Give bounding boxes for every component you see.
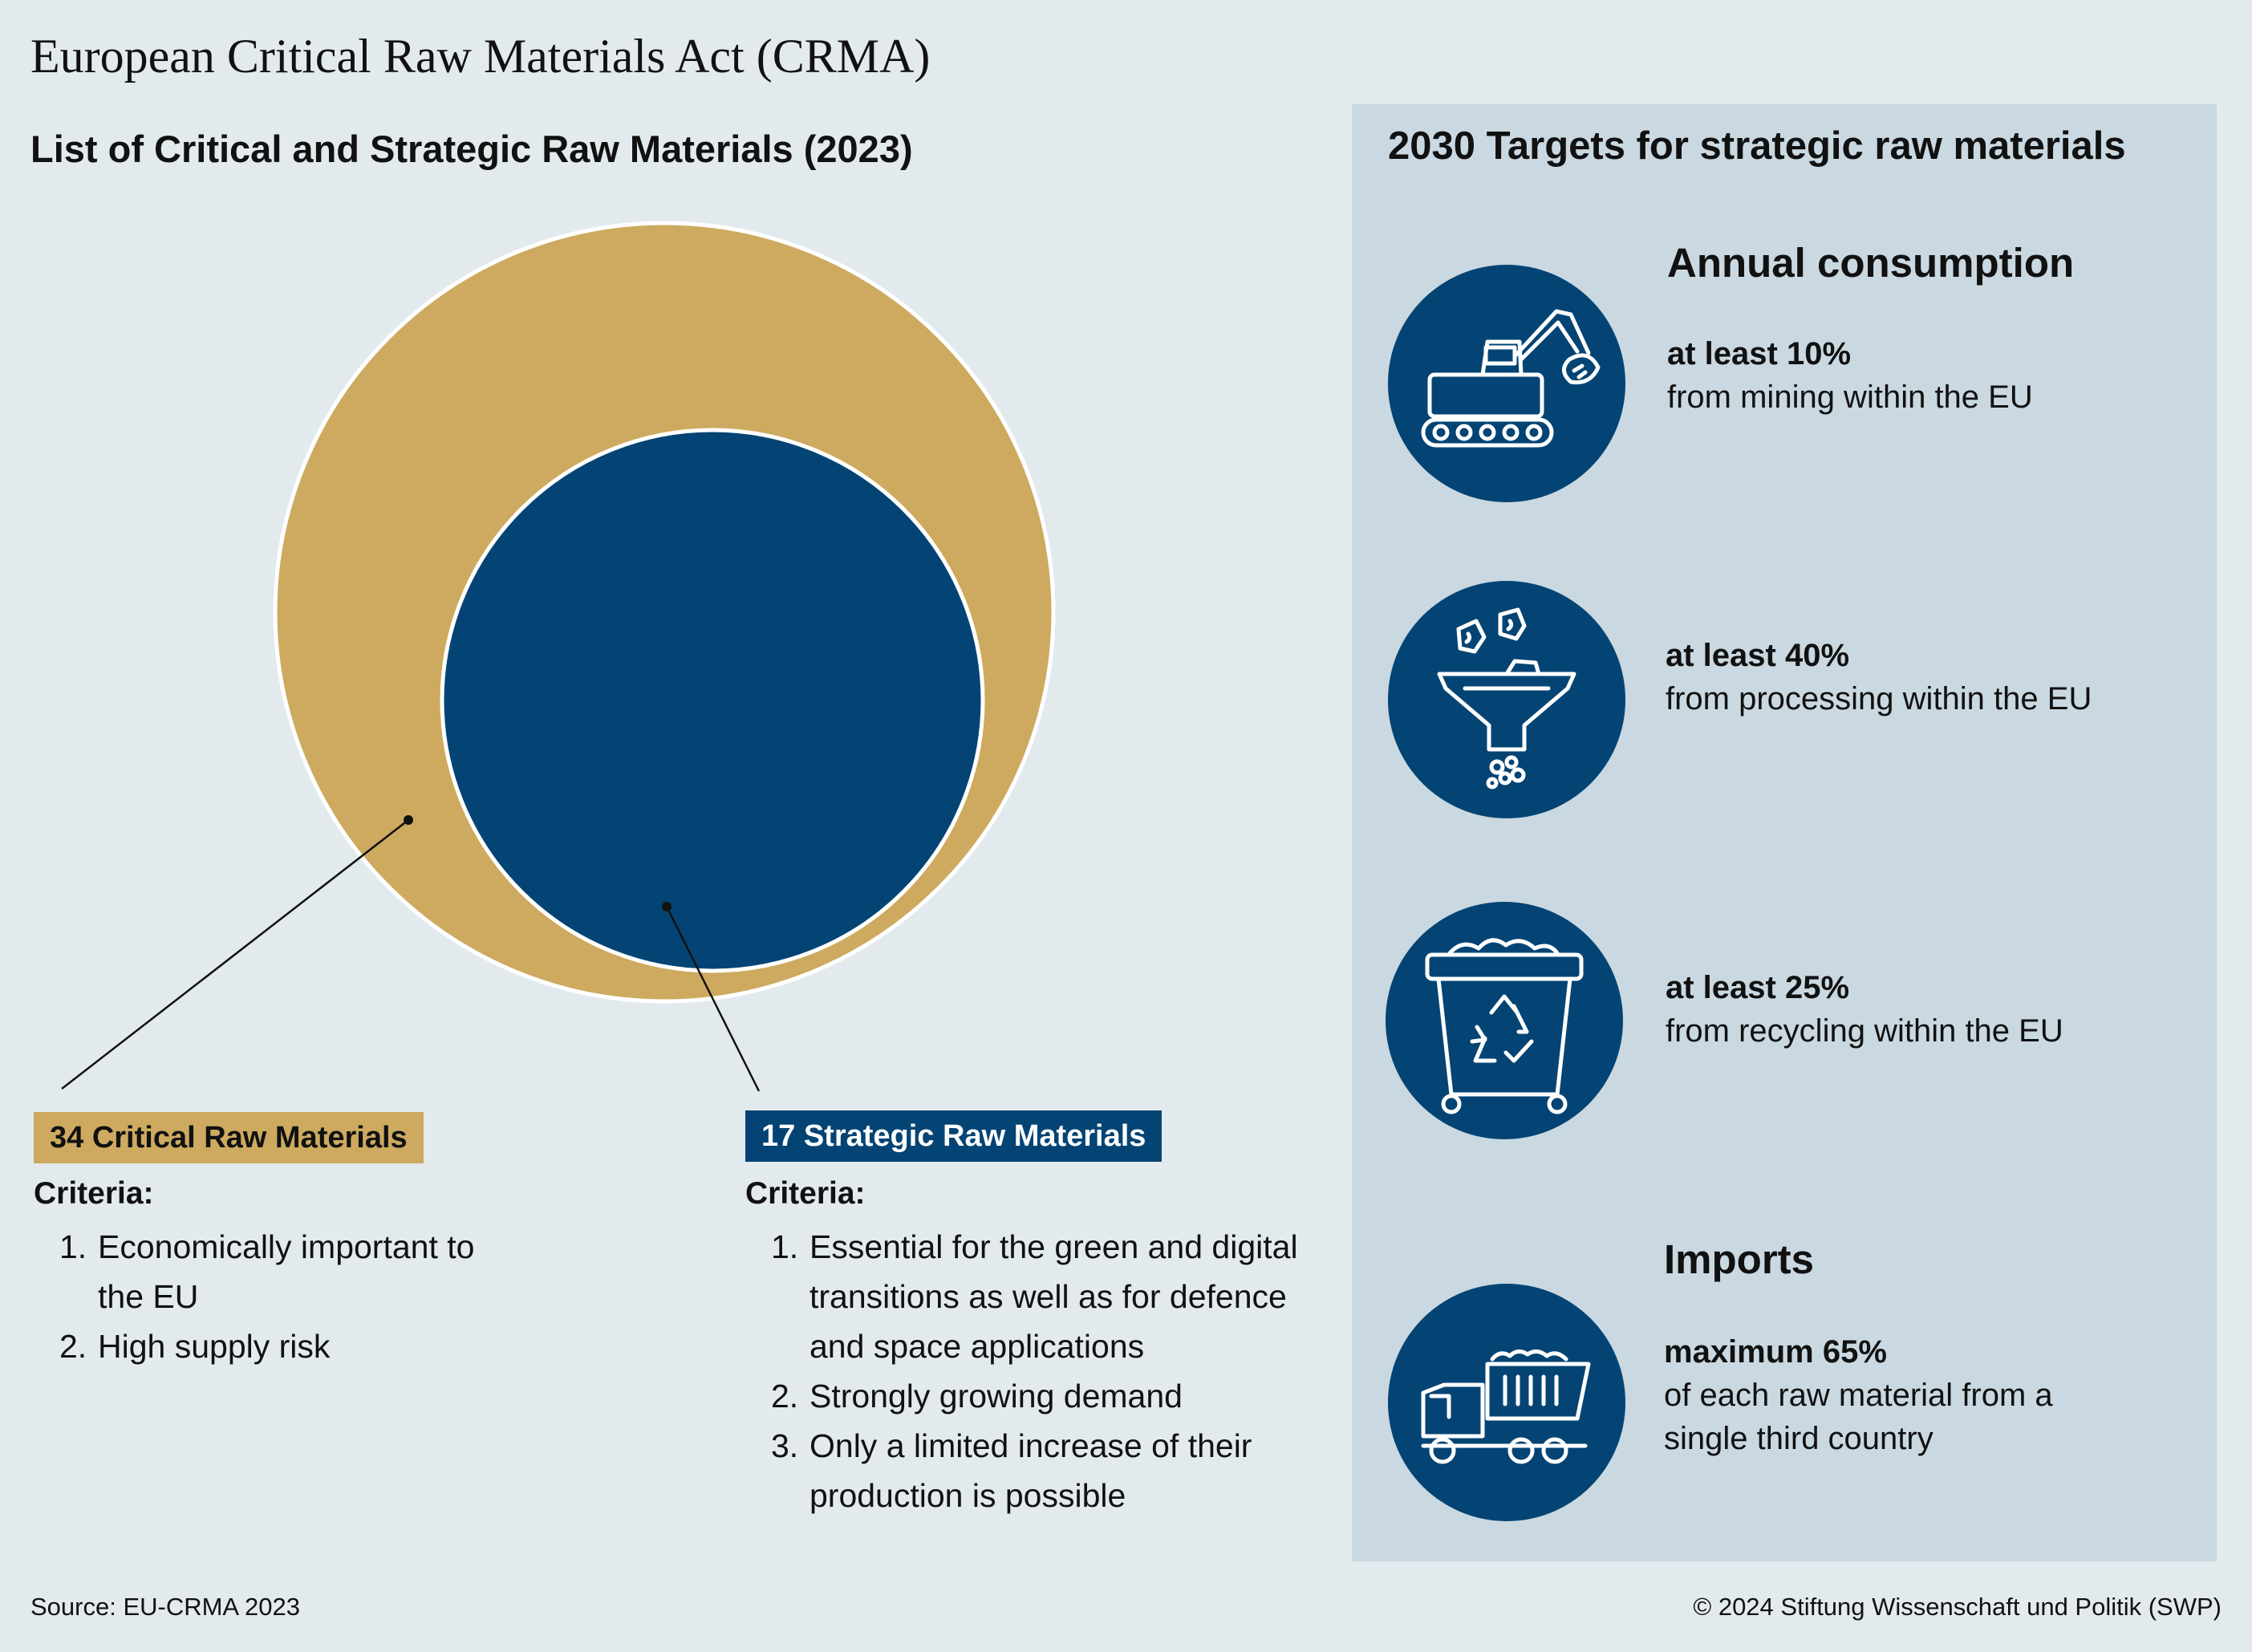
strategic-materials-label: 17 Strategic Raw Materials — [745, 1110, 1163, 1162]
nested-circles-diagram — [61, 221, 1056, 1092]
critical-criteria-list: 1. Economically important to the EU 2. Hig… — [34, 1222, 483, 1371]
processing-target: at least 40% from processing within the … — [1666, 638, 2092, 716]
recycling-bin-icon — [1386, 902, 1623, 1139]
strategic-circle — [440, 428, 985, 973]
list-item: 2. High supply risk — [59, 1328, 331, 1365]
excavator-icon — [1388, 265, 1625, 502]
annual-consumption-heading: Annual consumption — [1667, 240, 2075, 286]
imports-target: maximum 65% of each raw material from a … — [1664, 1334, 2053, 1456]
recycling-target: at least 25% from recycling within the E… — [1666, 970, 2063, 1049]
list-item: 1. Essential for the green and digital tr… — [771, 1228, 1298, 1365]
main-title: European Critical Raw Materials Act (CRM… — [30, 30, 931, 83]
list-item: 3. Only a limited increase of their produ… — [771, 1427, 1252, 1514]
critical-criteria-heading: Criteria: — [34, 1176, 154, 1211]
strategic-leader-line — [665, 906, 761, 1092]
strategic-criteria-list: 1. Essential for the green and digital tr… — [745, 1222, 1307, 1520]
funnel-icon — [1388, 581, 1625, 818]
dump-truck-icon — [1388, 1284, 1625, 1521]
source-note: Source: EU-CRMA 2023 — [30, 1593, 300, 1621]
imports-heading: Imports — [1664, 1236, 1815, 1282]
mining-target: at least 10% from mining within the EU — [1667, 336, 2033, 415]
list-item: 2. Strongly growing demand — [771, 1378, 1183, 1415]
strategic-leader-dot — [662, 902, 672, 911]
critical-leader-line — [61, 819, 409, 1090]
list-item: 1. Economically important to the EU — [59, 1228, 475, 1315]
targets-title: 2030 Targets for strategic raw materials — [1388, 124, 2126, 168]
diagram-title: List of Critical and Strategic Raw Mater… — [30, 128, 913, 170]
critical-materials-label: 34 Critical Raw Materials — [34, 1112, 424, 1163]
critical-leader-dot — [404, 815, 413, 825]
strategic-criteria-heading: Criteria: — [745, 1176, 866, 1211]
copyright-note: © 2024 Stiftung Wissenschaft und Politik… — [1693, 1593, 2222, 1621]
